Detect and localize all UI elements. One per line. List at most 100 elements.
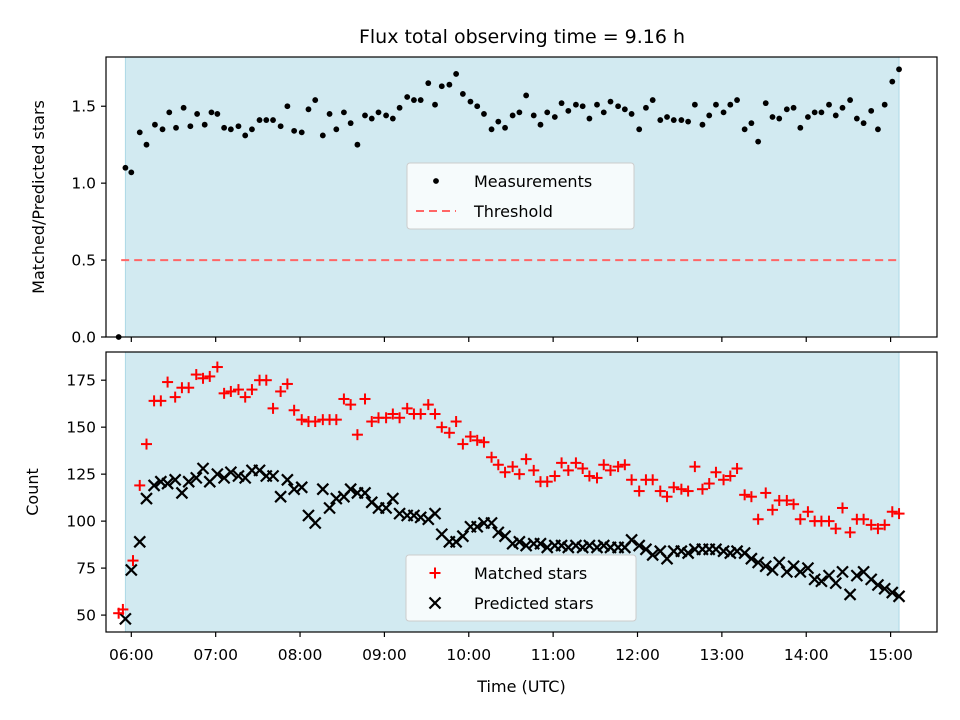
matched-stars-point: [710, 466, 722, 478]
predicted-stars-point: [759, 559, 773, 573]
y-tick-label: 1.0: [71, 175, 96, 193]
matched-stars-point: [837, 502, 849, 514]
matched-stars-point: [612, 461, 624, 473]
matched-stars-point: [387, 408, 399, 420]
predicted-stars-point: [772, 556, 786, 569]
predicted-stars-point: [393, 507, 406, 520]
measurement-point: [594, 101, 600, 108]
predicted-stars-point: [168, 473, 182, 487]
measurement-point: [201, 121, 208, 128]
measurement-point: [783, 106, 790, 113]
predicted-stars-series: [119, 462, 906, 626]
measurement-point: [544, 109, 551, 116]
x-tick-label: 13:00: [700, 646, 745, 664]
matched-stars-point: [225, 385, 237, 397]
measurement-point: [847, 97, 854, 103]
predicted-stars-point: [330, 492, 343, 505]
predicted-stars-point: [140, 492, 153, 505]
count-y-axis: 50 75 100 125 150 175: [66, 372, 106, 625]
figure-title: Flux total observing time = 9.16 h: [359, 26, 685, 48]
y-tick-label: 150: [66, 419, 96, 437]
measurement-point: [839, 104, 846, 111]
measurement-point: [530, 112, 537, 119]
predicted-stars-point: [730, 544, 744, 558]
matched-stars-point: [598, 459, 610, 471]
measurement-point: [691, 101, 698, 108]
predicted-stars-point: [843, 588, 857, 601]
predicted-stars-point: [886, 586, 899, 599]
matched-stars-point: [281, 378, 293, 390]
legend-marker-measurements: [433, 178, 439, 184]
matched-stars-point: [577, 463, 589, 475]
measurement-point: [699, 121, 706, 128]
measurement-point: [720, 109, 727, 116]
count-plot-frame: [105, 351, 938, 633]
measurement-point: [362, 112, 368, 119]
measurement-point: [889, 78, 896, 85]
measurement-point: [375, 109, 382, 116]
measurement-point: [523, 92, 530, 99]
measurement-point: [263, 117, 270, 123]
y-tick-label: 100: [66, 513, 96, 531]
measurement-point: [811, 109, 818, 116]
predicted-stars-point: [540, 541, 554, 554]
measurement-point: [727, 101, 734, 108]
predicted-stars-point: [534, 537, 547, 550]
measurement-point: [664, 114, 670, 120]
matched-stars-point: [760, 487, 772, 499]
matched-stars-point: [134, 479, 146, 491]
x-tick-label: 11:00: [531, 646, 576, 664]
matched-stars-point: [886, 506, 898, 518]
measurement-point: [187, 123, 194, 130]
ratio-y-axis: 0.0 0.5 1.0 1.5: [71, 98, 106, 347]
matched-stars-point: [436, 421, 448, 433]
ratio-legend-box: [406, 162, 635, 230]
measurement-point: [459, 91, 466, 97]
matched-stars-point: [155, 395, 167, 407]
matched-stars-point: [668, 481, 680, 493]
predicted-stars-point: [266, 469, 280, 483]
predicted-stars-point: [125, 563, 138, 577]
measurement-point: [383, 112, 389, 119]
matched-stars-point: [211, 361, 223, 373]
matched-stars-point: [731, 463, 743, 475]
matched-stars-point: [260, 374, 272, 386]
measurement-point: [670, 117, 677, 123]
measurement-point: [649, 97, 656, 103]
matched-stars-point: [471, 434, 483, 446]
matched-stars-point: [865, 519, 877, 531]
measurement-point: [565, 107, 572, 114]
measurement-point: [208, 109, 215, 116]
measurement-point: [685, 118, 692, 125]
measurement-point: [180, 104, 187, 111]
measurement-point: [194, 111, 201, 117]
predicted-stars-point: [583, 539, 596, 552]
matched-stars-point: [394, 412, 406, 424]
matched-stars-point: [140, 438, 152, 450]
measurement-point: [509, 112, 516, 119]
measurement-point: [326, 111, 333, 117]
measurements-series: [115, 66, 902, 340]
measurement-point: [474, 103, 481, 110]
matched-stars-point: [549, 470, 561, 482]
measurement-point: [221, 124, 228, 131]
predicted-stars-point: [287, 482, 301, 496]
measurement-point: [481, 111, 487, 117]
legend-marker-matched: [429, 567, 441, 579]
measurement-point: [776, 115, 783, 122]
matched-stars-point: [893, 508, 905, 520]
matched-stars-point: [626, 474, 638, 486]
matched-stars-point: [703, 478, 715, 490]
x-tick-label: 09:00: [362, 646, 407, 664]
y-tick-label: 0.0: [71, 329, 96, 347]
predicted-stars-point: [829, 576, 843, 590]
matched-stars-point: [872, 523, 884, 535]
y-tick-label: 50: [76, 607, 96, 625]
measurement-point: [495, 118, 502, 125]
measurement-point: [860, 120, 867, 127]
measurement-point: [312, 97, 319, 103]
measurement-point: [600, 109, 607, 116]
ratio-plot-frame: [105, 56, 938, 338]
matched-stars-point: [556, 457, 568, 469]
matched-stars-point: [450, 416, 462, 428]
